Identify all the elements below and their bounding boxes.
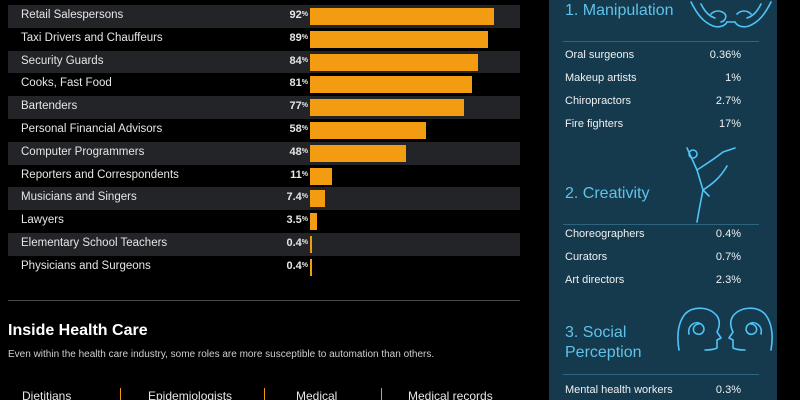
bar-value-label: 0.4% [286,259,308,272]
occupation-value: 0.3% [715,384,741,396]
automation-bar-chart: Retail Salespersons 92% Taxi Drivers and C… [8,0,520,282]
bar-category-label: Bartenders [21,100,78,113]
bar-category-label: Lawyers [21,214,64,227]
bar [310,53,478,71]
health-care-item: Dietitians [22,389,72,400]
bar-category-label: Retail Salespersons [21,9,124,21]
occupation-value: 0.36% [709,49,741,61]
health-care-item: Medical records [408,389,493,400]
bar-row: Security Guards 84% [8,50,520,74]
occupation-name: Curators [565,251,608,263]
bar-row: Reporters and Correspondents 11% [8,165,520,188]
bar-value-label: 58% [289,123,308,135]
bar-row: Musicians and Singers 7.4% [8,187,520,211]
health-care-item: Epidemiologists [148,389,233,400]
health-care-separator [120,388,121,400]
occupation-name: Choreographers [565,228,645,240]
bar [310,122,426,139]
occupation-value: 2.7% [715,95,741,107]
bar-row: Computer Programmers 48% [8,141,520,165]
bar [310,167,332,185]
bar-category-label: Security Guards [21,54,104,67]
bar-category-label: Elementary School Teachers [21,237,168,249]
bar [310,99,464,117]
skill-title-social-perception-line1: 3. Social [565,324,627,341]
bar-row: Taxi Drivers and Chauffeurs 89% [8,28,520,51]
bar-category-label: Taxi Drivers and Chauffeurs [21,31,163,44]
bar-value-label: 48% [289,145,308,158]
bar-row: Lawyers 3.5% [8,210,520,233]
occupation-value: 0.4% [715,228,741,240]
occupation-name: Art directors [565,274,625,286]
health-care-separator [381,388,382,400]
bar-category-label: Cooks, Fast Food [21,77,112,90]
skill-title-social-perception-line2: Perception [565,344,642,361]
bar-row: Physicians and Surgeons 0.4% [8,256,520,279]
occupation-value: 17% [718,118,741,130]
bar-value-label: 77% [289,100,308,113]
health-care-item: Medical [296,389,338,400]
occupation-value: 1% [725,72,741,84]
bar-row: Bartenders 77% [8,96,520,119]
skill-title-manipulation: 1. Manipulation [565,2,674,19]
occupation-name: Makeup artists [565,72,637,84]
bar-value-label: 7.4% [286,191,308,204]
bar-row: Cooks, Fast Food 81% [8,73,520,96]
skills-panel: 1. Manipulation Oral surgeons 0.36% Make… [549,0,777,400]
bar-value-label: 84% [289,54,308,67]
skill-title-creativity: 2. Creativity [565,185,650,202]
heads-icon [677,307,773,351]
section-divider [563,41,759,42]
bar-value-label: 0.4% [286,237,308,249]
occupation-name: Chiropractors [565,95,632,107]
bar [310,144,406,162]
bar [310,258,312,276]
bar [310,236,312,253]
bar-category-label: Musicians and Singers [21,191,137,204]
bar-row: Retail Salespersons 92% [8,5,520,28]
bar-value-label: 3.5% [286,214,308,227]
occupation-name: Oral surgeons [565,49,635,61]
occupation-name: Mental health workers [565,384,673,396]
bar-category-label: Personal Financial Advisors [21,123,163,135]
bar-value-label: 89% [289,31,308,44]
bar [310,76,472,94]
bar-row: Elementary School Teachers 0.4% [8,233,520,256]
bar-row: Personal Financial Advisors 58% [8,119,520,142]
health-care-title: Inside Health Care [8,322,148,339]
bar-value-label: 81% [289,77,308,90]
occupation-value: 0.7% [715,251,741,263]
bar [310,213,317,231]
occupation-value: 2.3% [715,274,741,286]
section-divider [8,300,520,301]
dancer-icon [686,147,736,223]
bar [310,30,488,48]
health-care-description: Even within the health care industry, so… [8,349,435,360]
section-divider [563,374,759,375]
bar-category-label: Reporters and Correspondents [21,168,179,181]
occupation-name: Fire fighters [565,118,624,130]
bar [310,190,325,208]
bar-value-label: 92% [289,9,308,21]
section-divider [563,224,759,225]
bar [310,8,494,25]
hands-icon [690,1,772,28]
bar-value-label: 11% [290,168,308,181]
health-care-separator [264,388,265,400]
bar-category-label: Computer Programmers [21,145,145,158]
bar-category-label: Physicians and Surgeons [21,259,151,272]
